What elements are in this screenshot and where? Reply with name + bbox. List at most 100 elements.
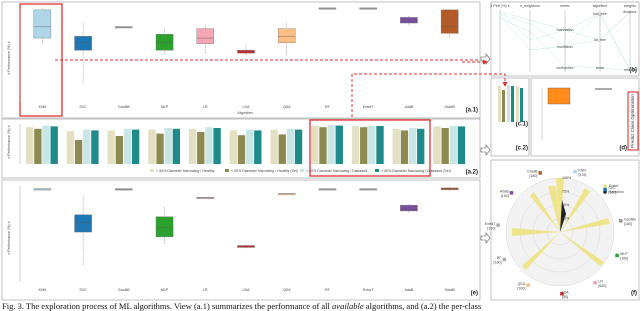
radar-count: [160] (517, 286, 525, 290)
bar (278, 134, 286, 164)
x-tick-label: MLP (161, 288, 169, 292)
panel-label: (b) (629, 68, 637, 74)
bar (74, 140, 83, 164)
box (155, 34, 174, 51)
bar (376, 126, 384, 164)
pc-axis-label: weights (624, 4, 636, 8)
panel-e (1, 179, 481, 301)
panel-label: (e) (471, 291, 478, 297)
x-tick-label: GradB (444, 288, 455, 292)
bar (156, 133, 164, 164)
pc-value: uniform (624, 68, 636, 72)
bar (400, 130, 409, 164)
bar (335, 125, 343, 164)
y-axis-title: # Performance (%) # (7, 41, 11, 74)
pc-value: manhattan (557, 28, 574, 32)
radar-swatch (603, 187, 607, 192)
radar-background (505, 177, 615, 287)
box (277, 28, 296, 43)
legend-label: < 50% Diameter Narrowing / Healthy (Sel) (231, 169, 298, 173)
panel-d (530, 77, 640, 157)
radar-label: GradB (527, 170, 538, 174)
x-tick-label: GradB (444, 105, 455, 109)
radar-label: LR (598, 279, 603, 283)
panel-label: (a.1) (466, 108, 478, 114)
panel-label: (a.2) (466, 170, 478, 176)
d-box (547, 87, 571, 105)
bar (164, 128, 172, 164)
bar (254, 130, 262, 164)
radar-label: ExtraT (485, 222, 496, 226)
x-tick-label: GauNB (118, 288, 130, 292)
legend-label: < 50% Diameter Narrowing / Healthy (156, 169, 215, 173)
pc-axis-label: metric (560, 4, 570, 8)
pc-axis-label: n_neighbors (520, 4, 540, 8)
bar (368, 125, 376, 164)
bar (237, 135, 246, 164)
box (400, 204, 418, 212)
bar (457, 126, 466, 164)
bar (408, 128, 417, 164)
pc-value: chebyshev (556, 66, 573, 70)
radar-swatch (526, 283, 530, 287)
panel-label: (f) (631, 291, 637, 297)
x-tick-label: QDA (283, 105, 291, 109)
bar (42, 125, 50, 164)
pc-axis-label: # Perf (%) # (490, 4, 509, 8)
radar-swatch (619, 218, 623, 223)
bar (115, 136, 124, 164)
bar (123, 128, 132, 164)
legend-swatch (300, 169, 304, 172)
pc-value: euclidean (557, 45, 572, 49)
bar (441, 128, 449, 164)
bar (286, 128, 295, 164)
x-tick-label: AdaB (405, 288, 414, 292)
radar-count: [640] (598, 284, 606, 288)
box (74, 36, 92, 51)
x-tick-label: GauNB (118, 105, 130, 109)
bar (197, 132, 205, 164)
x-tick-label: ExtraT (363, 105, 374, 109)
panel-label: (c.1) (516, 122, 528, 128)
radar-count: [160] (608, 191, 616, 195)
bar (205, 127, 213, 164)
radar-swatch (509, 191, 514, 195)
ring-label: 50% (562, 203, 570, 207)
box (155, 216, 174, 238)
radar-count: [160] (624, 222, 632, 226)
panel-label: (c.2) (516, 146, 528, 152)
ring-label: 25% (562, 216, 570, 220)
radar-swatch (538, 171, 542, 175)
bar (34, 128, 42, 164)
bar (83, 129, 91, 164)
pc-value: kd_tree (594, 38, 606, 42)
bar (26, 127, 34, 164)
radar-swatch (593, 280, 597, 285)
pc-axis-label: algorithm (593, 4, 608, 8)
radar-swatch (615, 253, 619, 258)
red-link (351, 73, 508, 117)
radar-count: [160] (501, 194, 509, 198)
bar (319, 127, 327, 164)
bar (91, 130, 99, 164)
bar (351, 126, 360, 164)
box (400, 17, 418, 24)
red-link (55, 59, 479, 62)
bar (392, 128, 400, 164)
box (237, 50, 255, 54)
radar-label: RF (497, 256, 503, 260)
pc-value: distance (623, 10, 636, 14)
radar-swatch (573, 169, 577, 174)
legend-swatch (375, 169, 379, 172)
radar-count: [160] (620, 257, 628, 261)
bar (433, 126, 441, 164)
radar-label: MLP (620, 252, 628, 256)
legend-swatch (225, 169, 229, 172)
bar (360, 127, 368, 164)
bar (294, 129, 303, 164)
bar (213, 128, 221, 164)
flow-arrow (480, 232, 491, 244)
bar (172, 128, 181, 164)
x-tick-label: MLP (161, 105, 169, 109)
x-tick-label: QDA (283, 288, 291, 292)
